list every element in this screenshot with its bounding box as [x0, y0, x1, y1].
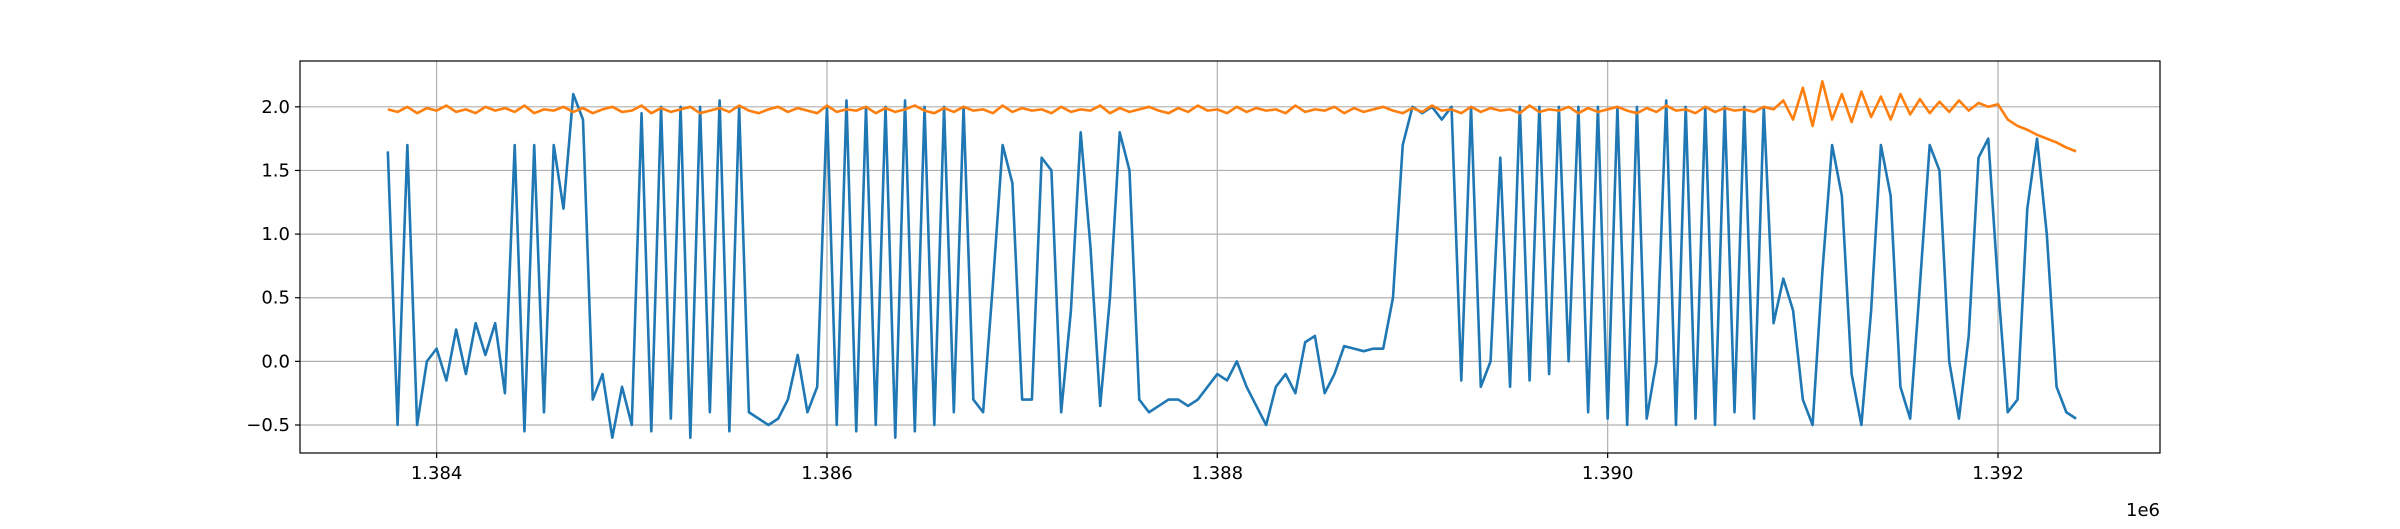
- x-tick-label: 1.388: [1192, 463, 1244, 484]
- x-tick-label: 1.392: [1972, 463, 2024, 484]
- y-tick-label: 0.5: [261, 288, 290, 309]
- y-tick-label: −0.5: [246, 415, 290, 436]
- y-tick-label: 1.0: [261, 224, 290, 245]
- series-line: [387, 80, 2077, 153]
- x-tick-label: 1.386: [801, 463, 853, 484]
- y-tick-label: 0.0: [261, 351, 290, 372]
- y-tick-label: 1.5: [261, 160, 290, 181]
- series-line: [386, 92, 2077, 440]
- plot-frame: [299, 60, 2161, 454]
- x-tick-label: 1.384: [411, 463, 463, 484]
- x-offset-text: 1e6: [2126, 500, 2160, 521]
- x-tick-label: 1.390: [1582, 463, 1634, 484]
- y-tick-label: 2.0: [261, 97, 290, 118]
